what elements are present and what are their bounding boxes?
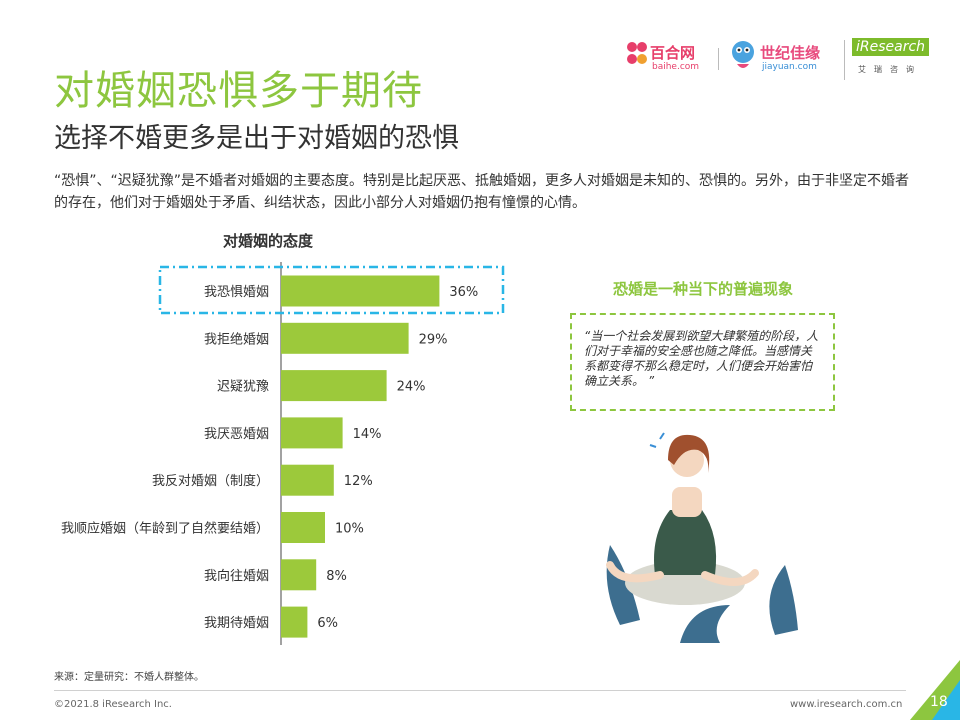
page-corner-decoration <box>910 660 960 720</box>
jiayuan-mascot-icon <box>732 41 754 68</box>
value-label: 12% <box>344 474 373 489</box>
bar-1 <box>281 322 409 354</box>
category-label: 我期待婚姻 <box>204 616 269 631</box>
baihe-logo: 百合网 baihe.com <box>626 40 699 74</box>
value-label: 6% <box>317 616 338 631</box>
quote-text: “当一个社会发展到欲望大肆繁殖的阶段，人们对于幸福的安全感也随之降低。当感情关系… <box>584 329 819 388</box>
bar-5 <box>281 512 325 543</box>
chart-title: 对婚姻的态度 <box>223 232 314 250</box>
intro-paragraph: “恐惧”、“迟疑犹豫”是不婚者对婚姻的主要态度。特别是比起厌恶、抵触婚姻，更多人… <box>54 173 910 211</box>
baihe-flower-icon <box>627 42 647 64</box>
sweat-icon <box>649 432 665 448</box>
website: www.iresearch.com.cn <box>790 699 903 710</box>
baihe-logo-text: 百合网 <box>650 44 696 62</box>
value-label: 24% <box>397 380 426 395</box>
category-label: 我恐惧婚姻 <box>204 284 269 300</box>
page-number: 18 <box>930 694 948 710</box>
attitude-bar-chart: 对婚姻的态度 我恐惧婚姻 36% 我拒绝婚姻 29% 迟疑犹豫 24% 我厌恶婚姻 14% 我反… <box>61 232 505 645</box>
chart-bars: 我恐惧婚姻 36% 我拒绝婚姻 29% 迟疑犹豫 24% 我厌恶婚姻 14% 我反对婚姻（制度）… <box>61 275 478 638</box>
value-label: 29% <box>419 332 448 347</box>
source-note: 来源：定量研究：不婚人群整体。 <box>54 672 204 683</box>
jiayuan-logo-text: 世纪佳缘 <box>760 44 821 62</box>
jiayuan-logo-url: jiayuan.com <box>762 62 817 72</box>
shark-fin-icon <box>680 605 730 643</box>
category-label: 迟疑犹豫 <box>217 379 269 395</box>
category-label: 我向往婚姻 <box>204 568 269 584</box>
logo-divider <box>844 40 845 80</box>
bar-0 <box>281 275 440 307</box>
category-label: 我顺应婚姻（年龄到了自然要结婚） <box>61 521 269 537</box>
logo-divider <box>718 48 719 70</box>
category-label: 我反对婚姻（制度） <box>152 473 269 489</box>
bar-2 <box>281 370 387 402</box>
woman-hair <box>668 434 710 473</box>
woman-leg <box>606 561 664 583</box>
value-label: 14% <box>353 427 382 442</box>
jiayuan-logo: 世纪佳缘 jiayuan.com <box>728 38 820 78</box>
bar-3 <box>281 417 343 449</box>
baihe-logo-url: baihe.com <box>652 62 700 72</box>
woman-leg <box>701 569 759 586</box>
highlight-frame <box>158 265 505 315</box>
bar-7 <box>281 606 308 638</box>
bar-4 <box>281 464 334 496</box>
page-title: 对婚姻恐惧多于期待 <box>54 68 423 114</box>
woman-dress <box>654 510 717 575</box>
shark-fin-icon <box>606 545 640 625</box>
value-label: 8% <box>326 569 347 584</box>
footer-divider <box>54 690 906 691</box>
side-title: 恐婚是一种当下的普遍现象 <box>612 280 793 298</box>
worried-woman-illustration <box>606 432 798 643</box>
value-label: 36% <box>449 285 478 300</box>
copyright: ©2021.8 iResearch Inc. <box>54 699 172 710</box>
page-subtitle: 选择不婚更多是出于对婚姻的恐惧 <box>54 123 459 154</box>
quote-box: “当一个社会发展到欲望大肆繁殖的阶段，人们对于幸福的安全感也随之降低。当感情关系… <box>570 313 835 411</box>
iresearch-logo-text: iResearch <box>852 38 930 56</box>
category-label: 我厌恶婚姻 <box>204 427 269 442</box>
bar-6 <box>281 559 317 591</box>
category-label: 我拒绝婚姻 <box>204 331 269 347</box>
partner-logos: 百合网 baihe.com 世纪佳缘 jiayuan.com iResearch… <box>620 36 940 86</box>
iresearch-logo-cn: 艾瑞咨询 <box>858 65 922 74</box>
shark-fin-icon <box>769 565 798 635</box>
woman-body <box>672 487 702 517</box>
value-label: 10% <box>335 522 364 537</box>
